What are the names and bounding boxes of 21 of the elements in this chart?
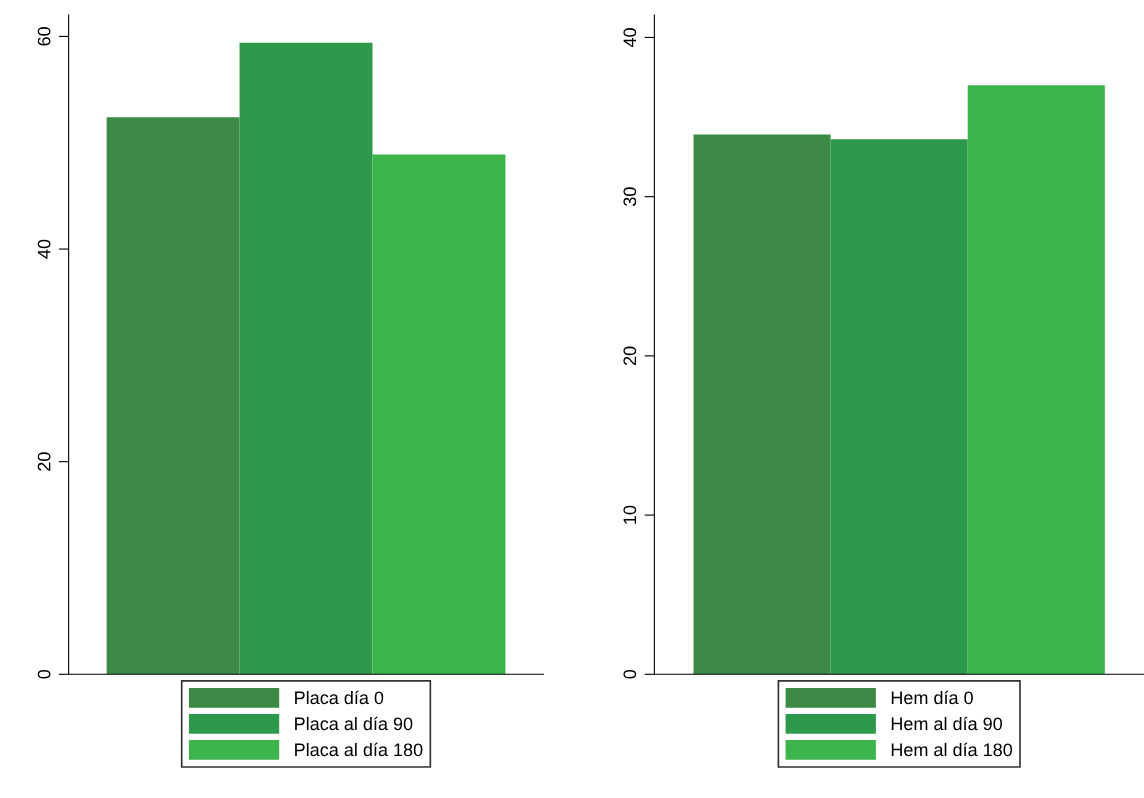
y-tick-label: 30 <box>623 187 637 207</box>
bar <box>693 134 831 675</box>
y-tick-label: 20 <box>623 346 637 366</box>
bar <box>372 154 506 675</box>
legend-label: Hem al día 90 <box>891 716 1003 731</box>
bar <box>239 42 373 675</box>
legend-label: Placa al día 180 <box>295 742 423 757</box>
y-tick-label: 40 <box>623 28 637 48</box>
bar <box>830 139 968 675</box>
legend-label: Placa al día 90 <box>295 716 413 731</box>
y-tick-label: 10 <box>623 505 637 524</box>
bar <box>967 85 1105 675</box>
y-tick-label: 20 <box>37 452 51 471</box>
y-tick-label: 0 <box>623 669 637 679</box>
legend-label: Hem al día 180 <box>891 742 1013 757</box>
y-tick-label: 40 <box>37 239 51 259</box>
legend-label: Placa día 0 <box>295 690 384 705</box>
legend-label: Hem día 0 <box>891 690 973 705</box>
y-tick-label: 0 <box>37 669 51 679</box>
bar <box>106 117 240 675</box>
y-tick-label: 60 <box>37 27 51 46</box>
